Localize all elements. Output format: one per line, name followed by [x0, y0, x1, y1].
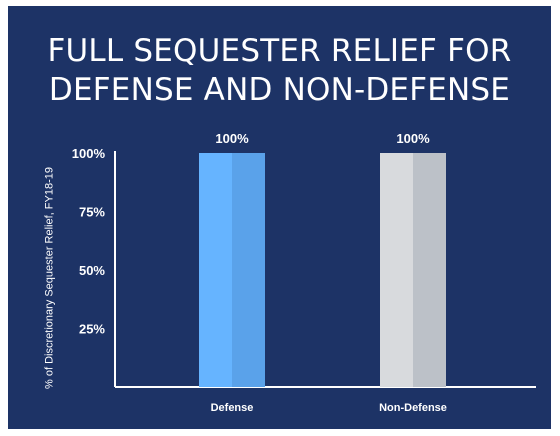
bar-non-defense-left	[380, 153, 413, 387]
chart-title-line-1: FULL SEQUESTER RELIEF FOR	[47, 33, 512, 69]
data-label: 100%	[215, 131, 249, 146]
bar-defense-left	[199, 153, 232, 387]
y-tick-label: 75%	[79, 205, 105, 220]
x-category-label: Defense	[211, 402, 254, 414]
chart-title-line-2: DEFENSE AND NON-DEFENSE	[48, 72, 511, 108]
bar-chart: 25% 50% 75% 100% 100% Defense 100% Non-Defense	[72, 131, 536, 414]
bar-defense-right	[232, 153, 265, 387]
data-label: 100%	[396, 131, 430, 146]
y-tick-label: 25%	[79, 322, 105, 337]
x-category-label: Non-Defense	[379, 402, 447, 414]
y-tick-label: 100%	[72, 146, 106, 161]
chart-title: FULL SEQUESTER RELIEF FOR DEFENSE AND NO…	[8, 32, 551, 110]
y-tick-label: 50%	[79, 263, 105, 278]
chart-slide: FULL SEQUESTER RELIEF FOR DEFENSE AND NO…	[8, 6, 551, 429]
bar-non-defense-right	[413, 153, 446, 387]
